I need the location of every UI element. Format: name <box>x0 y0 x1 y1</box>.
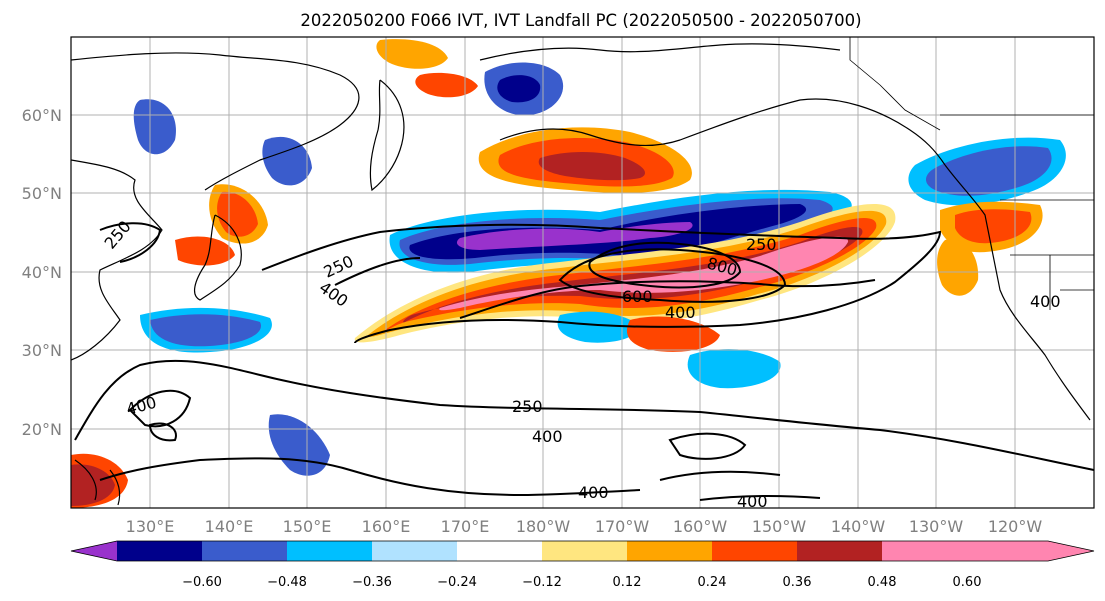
colorbar-tick-label: 0.36 <box>783 575 812 590</box>
coast-philippines <box>74 459 121 506</box>
coast-north-america <box>944 164 1091 421</box>
ivt-contour-label: 400 <box>532 427 563 446</box>
lon-tick-label: 180°W <box>516 517 571 536</box>
colorbar-tick-labels: −0.60 −0.48 −0.36 −0.24 −0.12 0.12 0.24 … <box>182 575 981 590</box>
colorbar-segment <box>797 541 882 561</box>
ivt-contour-label: 400 <box>1030 292 1061 311</box>
ivt-contours <box>74 222 1094 501</box>
lon-tick-label: 170°E <box>441 517 490 536</box>
colorbar-segment <box>457 541 542 561</box>
figure-title: 2022050200 F066 IVT, IVT Landfall PC (20… <box>300 11 861 30</box>
colorbar-tick-label: −0.36 <box>352 575 392 590</box>
borders <box>849 37 1094 310</box>
colorbar-extend-low <box>71 541 117 561</box>
colorbar-segment <box>542 541 627 561</box>
lon-tick-label: 130°W <box>909 517 964 536</box>
colorbar-segment <box>712 541 797 561</box>
colorbar-extend-high <box>967 541 1094 561</box>
coast-alaska <box>499 98 946 166</box>
lon-tick-label: 140°E <box>205 517 254 536</box>
ivt-contour-label: 250 <box>746 235 777 254</box>
map-frame <box>70 36 1095 509</box>
colorbar-tick-label: −0.24 <box>437 575 477 590</box>
coast-asia <box>71 159 163 361</box>
lon-tick-label: 130°E <box>126 517 175 536</box>
ivt-contour-label: 400 <box>665 303 696 322</box>
colorbar-tick-label: −0.12 <box>522 575 562 590</box>
colorbar-tick-label: −0.48 <box>267 575 307 590</box>
contour-labels: 250 400 250 400 250 800 600 400 400 250 … <box>101 217 1061 511</box>
lon-tick-label: 140°W <box>831 517 886 536</box>
map-panel: 250 400 250 400 250 800 600 400 400 250 … <box>70 36 1095 511</box>
ivt-contour-label: 400 <box>737 492 768 511</box>
ivt-250-contour-north <box>261 223 942 344</box>
lon-tick-label: 120°W <box>988 517 1043 536</box>
coast-japan <box>193 214 242 301</box>
lon-tick-label: 150°E <box>283 517 332 536</box>
ivt-400-contour-south <box>99 457 821 501</box>
colorbar-segment <box>882 541 967 561</box>
lon-tick-label: 160°W <box>673 517 728 536</box>
lat-tick-label: 50°N <box>22 184 62 203</box>
coast-alaska-north <box>479 43 841 61</box>
ivt-contour-label: 600 <box>622 287 653 306</box>
colorbar: −0.60 −0.48 −0.36 −0.24 −0.12 0.12 0.24 … <box>70 540 1095 590</box>
lat-tick-label: 60°N <box>22 106 62 125</box>
ivt-contour-label: 250 <box>512 397 543 416</box>
colorbar-segment <box>287 541 372 561</box>
ivt-contour-label: 400 <box>578 483 609 502</box>
ivt-250-contour-south <box>74 359 1094 471</box>
coast-kamchatka <box>369 79 405 192</box>
lon-tick-label: 170°W <box>595 517 650 536</box>
coastlines <box>71 43 1091 506</box>
colorbar-outline <box>70 540 1095 562</box>
colorbar-tick-label: 0.24 <box>698 575 727 590</box>
colorbar-tick-label: 0.60 <box>953 575 982 590</box>
coast-russia <box>71 52 360 191</box>
colorbar-segment <box>202 541 287 561</box>
lon-ticks: 130°E 140°E 150°E 160°E 170°E 180°W 170°… <box>126 517 1043 536</box>
colorbar-tick-label: 0.12 <box>613 575 642 590</box>
colorbar-segment <box>117 541 202 561</box>
colorbar-segment <box>627 541 712 561</box>
ivt-600-contour <box>558 248 787 303</box>
colorbar-segment <box>372 541 457 561</box>
lat-tick-label: 40°N <box>22 263 62 282</box>
lat-tick-label: 30°N <box>22 341 62 360</box>
colorbar-tick-label: 0.48 <box>868 575 897 590</box>
lat-tick-label: 20°N <box>22 420 62 439</box>
lon-tick-label: 160°E <box>362 517 411 536</box>
colorbar-tick-label: −0.60 <box>182 575 222 590</box>
ivt-800-contour <box>588 241 742 289</box>
ivt-400-contour <box>334 257 876 319</box>
lon-tick-label: 150°W <box>752 517 807 536</box>
lat-ticks: 60°N 50°N 40°N 30°N 20°N <box>22 106 62 439</box>
